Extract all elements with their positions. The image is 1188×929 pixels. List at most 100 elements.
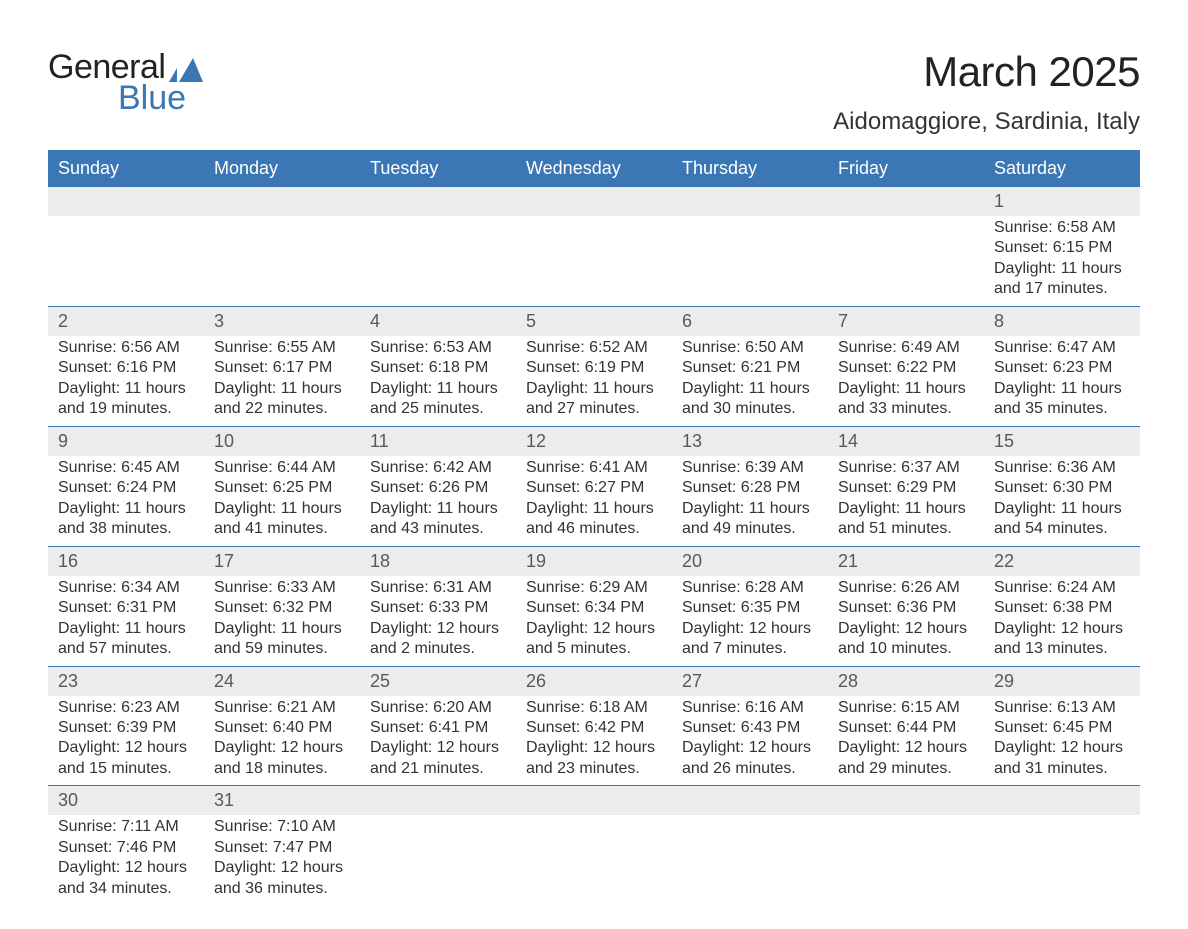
sunset-line: Sunset: 6:19 PM <box>526 358 662 378</box>
day-number-cell: 5 <box>516 306 672 336</box>
day-detail-cell <box>672 815 828 905</box>
daynum-row: 1 <box>48 187 1140 216</box>
sunrise-line: Sunrise: 6:18 AM <box>526 698 662 718</box>
sunset-line: Sunset: 6:23 PM <box>994 358 1130 378</box>
sunset-line: Sunset: 6:15 PM <box>994 238 1130 258</box>
day-number-cell: 11 <box>360 426 516 456</box>
day-detail-cell: Sunrise: 6:26 AMSunset: 6:36 PMDaylight:… <box>828 576 984 666</box>
detail-row: Sunrise: 6:45 AMSunset: 6:24 PMDaylight:… <box>48 456 1140 546</box>
day-detail-cell: Sunrise: 6:28 AMSunset: 6:35 PMDaylight:… <box>672 576 828 666</box>
day-detail-cell: Sunrise: 7:10 AMSunset: 7:47 PMDaylight:… <box>204 815 360 905</box>
sunrise-line: Sunrise: 6:39 AM <box>682 458 818 478</box>
sunrise-line: Sunrise: 6:21 AM <box>214 698 350 718</box>
sunrise-line: Sunrise: 6:15 AM <box>838 698 974 718</box>
day-number-cell: 24 <box>204 666 360 696</box>
daylight-line: Daylight: 11 hours and 19 minutes. <box>58 379 194 420</box>
day-detail-cell: Sunrise: 6:55 AMSunset: 6:17 PMDaylight:… <box>204 336 360 426</box>
sunset-line: Sunset: 6:18 PM <box>370 358 506 378</box>
weekday-header-row: Sunday Monday Tuesday Wednesday Thursday… <box>48 150 1140 187</box>
sunrise-line: Sunrise: 6:53 AM <box>370 338 506 358</box>
weekday-header: Sunday <box>48 150 204 187</box>
sunset-line: Sunset: 6:22 PM <box>838 358 974 378</box>
day-number-cell: 8 <box>984 306 1140 336</box>
weekday-header: Monday <box>204 150 360 187</box>
daylight-line: Daylight: 11 hours and 46 minutes. <box>526 499 662 540</box>
daynum-row: 16171819202122 <box>48 546 1140 576</box>
sunset-line: Sunset: 7:47 PM <box>214 838 350 858</box>
day-number-cell <box>204 187 360 216</box>
daylight-line: Daylight: 11 hours and 30 minutes. <box>682 379 818 420</box>
sunset-line: Sunset: 6:41 PM <box>370 718 506 738</box>
daylight-line: Daylight: 12 hours and 36 minutes. <box>214 858 350 899</box>
sunset-line: Sunset: 6:42 PM <box>526 718 662 738</box>
sunset-line: Sunset: 6:43 PM <box>682 718 818 738</box>
day-number-cell <box>828 187 984 216</box>
day-detail-cell: Sunrise: 6:15 AMSunset: 6:44 PMDaylight:… <box>828 696 984 786</box>
weekday-header: Wednesday <box>516 150 672 187</box>
calendar-table: Sunday Monday Tuesday Wednesday Thursday… <box>48 150 1140 905</box>
detail-row: Sunrise: 7:11 AMSunset: 7:46 PM Daylight:… <box>48 815 1140 905</box>
daylight-line: Daylight: 11 hours and 38 minutes. <box>58 499 194 540</box>
daylight-line: Daylight: 11 hours and 41 minutes. <box>214 499 350 540</box>
sunrise-line: Sunrise: 6:16 AM <box>682 698 818 718</box>
daylight-line: Daylight: 12 hours and 18 minutes. <box>214 738 350 779</box>
daylight-line: Daylight: 11 hours and 43 minutes. <box>370 499 506 540</box>
sunset-line: Sunset: 7:46 PM <box>58 838 194 858</box>
day-detail-cell <box>48 216 204 306</box>
day-number-cell: 13 <box>672 426 828 456</box>
day-number-cell: 6 <box>672 306 828 336</box>
day-detail-cell <box>672 216 828 306</box>
day-detail-cell <box>204 216 360 306</box>
detail-row: Sunrise: 6:58 AMSunset: 6:15 PMDaylight:… <box>48 216 1140 306</box>
day-detail-cell <box>516 815 672 905</box>
day-number-cell <box>984 786 1140 816</box>
day-detail-cell: Sunrise: 6:34 AMSunset: 6:31 PMDaylight:… <box>48 576 204 666</box>
sunrise-line: Sunrise: 6:23 AM <box>58 698 194 718</box>
daynum-row: 2345678 <box>48 306 1140 336</box>
day-detail-cell: Sunrise: 6:20 AMSunset: 6:41 PMDaylight:… <box>360 696 516 786</box>
location-subtitle: Aidomaggiore, Sardinia, Italy <box>833 108 1140 136</box>
sunrise-line: Sunrise: 6:45 AM <box>58 458 194 478</box>
brand-logo: General Blue <box>48 48 203 118</box>
weekday-header: Friday <box>828 150 984 187</box>
day-detail-cell <box>828 216 984 306</box>
daylight-line: Daylight: 11 hours and 22 minutes. <box>214 379 350 420</box>
day-detail-cell <box>516 216 672 306</box>
day-number-cell <box>672 187 828 216</box>
daylight-line: Daylight: 11 hours and 51 minutes. <box>838 499 974 540</box>
day-detail-cell <box>828 815 984 905</box>
sunset-line: Sunset: 6:33 PM <box>370 598 506 618</box>
sunset-line: Sunset: 6:16 PM <box>58 358 194 378</box>
day-number-cell <box>828 786 984 816</box>
sunrise-line: Sunrise: 7:11 AM <box>58 817 194 837</box>
weekday-header: Thursday <box>672 150 828 187</box>
daylight-line: Daylight: 12 hours and 23 minutes. <box>526 738 662 779</box>
sunset-line: Sunset: 6:29 PM <box>838 478 974 498</box>
detail-row: Sunrise: 6:34 AMSunset: 6:31 PMDaylight:… <box>48 576 1140 666</box>
day-detail-cell: Sunrise: 6:31 AMSunset: 6:33 PMDaylight:… <box>360 576 516 666</box>
day-detail-cell: Sunrise: 6:36 AMSunset: 6:30 PMDaylight:… <box>984 456 1140 546</box>
day-detail-cell: Sunrise: 6:44 AMSunset: 6:25 PMDaylight:… <box>204 456 360 546</box>
day-number-cell: 7 <box>828 306 984 336</box>
sunset-line: Sunset: 6:30 PM <box>994 478 1130 498</box>
day-detail-cell: Sunrise: 6:45 AMSunset: 6:24 PMDaylight:… <box>48 456 204 546</box>
weekday-header: Saturday <box>984 150 1140 187</box>
day-number-cell: 15 <box>984 426 1140 456</box>
daylight-line: Daylight: 11 hours and 54 minutes. <box>994 499 1130 540</box>
sunrise-line: Sunrise: 7:10 AM <box>214 817 350 837</box>
day-detail-cell: Sunrise: 6:50 AMSunset: 6:21 PMDaylight:… <box>672 336 828 426</box>
sunrise-line: Sunrise: 6:37 AM <box>838 458 974 478</box>
daynum-row: 9101112131415 <box>48 426 1140 456</box>
title-block: March 2025 Aidomaggiore, Sardinia, Italy <box>833 48 1140 142</box>
day-number-cell <box>360 786 516 816</box>
day-number-cell: 19 <box>516 546 672 576</box>
day-number-cell: 28 <box>828 666 984 696</box>
day-number-cell: 2 <box>48 306 204 336</box>
daylight-line: Daylight: 12 hours and 15 minutes. <box>58 738 194 779</box>
sunset-line: Sunset: 6:36 PM <box>838 598 974 618</box>
day-number-cell <box>672 786 828 816</box>
sunrise-line: Sunrise: 6:13 AM <box>994 698 1130 718</box>
sunset-line: Sunset: 6:39 PM <box>58 718 194 738</box>
daylight-line: Daylight: 12 hours and 21 minutes. <box>370 738 506 779</box>
day-number-cell: 27 <box>672 666 828 696</box>
